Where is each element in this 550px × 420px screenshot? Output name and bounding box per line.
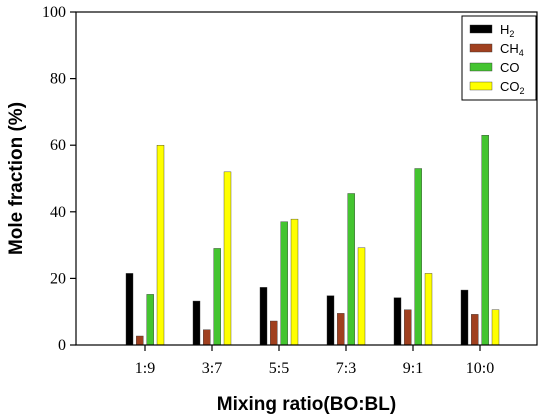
bar-co2-4 bbox=[424, 273, 433, 346]
legend: H2 CH4 CO CO2 bbox=[461, 15, 537, 101]
x-axis: 1:9 3:7 5:5 7:3 9:1 10:0 bbox=[135, 345, 494, 377]
bar-ch4-4 bbox=[404, 309, 412, 346]
x-tick-label: 1:9 bbox=[135, 360, 155, 377]
x-tick-label: 10:0 bbox=[466, 360, 494, 377]
x-tick-label: 5:5 bbox=[269, 360, 289, 377]
bar-co-0 bbox=[146, 294, 154, 346]
x-tick-label: 9:1 bbox=[403, 360, 423, 377]
y-tick-label: 40 bbox=[50, 204, 66, 221]
legend-label-co2: CO2 bbox=[500, 79, 525, 96]
y-axis: 0 20 40 60 80 100 bbox=[42, 4, 76, 354]
x-axis-title: Mixing ratio(BO:BL) bbox=[217, 394, 396, 415]
bar-h2-4 bbox=[393, 297, 402, 346]
legend-swatch-h2 bbox=[469, 24, 493, 34]
bar-co-5 bbox=[481, 135, 489, 346]
y-tick-label: 0 bbox=[58, 337, 66, 354]
bar-co-4 bbox=[414, 168, 422, 346]
y-tick-label: 20 bbox=[50, 270, 66, 287]
x-tick-label: 7:3 bbox=[336, 360, 356, 377]
bar-h2-2 bbox=[259, 287, 268, 346]
legend-swatch-co2 bbox=[469, 81, 493, 91]
bar-co2-3 bbox=[357, 247, 366, 346]
legend-label-h2: H2 bbox=[500, 22, 514, 39]
bar-h2-5 bbox=[460, 289, 469, 346]
bar-co-2 bbox=[280, 221, 288, 346]
y-tick-label: 100 bbox=[42, 4, 66, 21]
bar-h2-1 bbox=[192, 300, 201, 346]
bar-ch4-0 bbox=[136, 335, 144, 346]
legend-label-ch4: CH4 bbox=[500, 41, 524, 58]
legend-label-co: CO bbox=[500, 60, 520, 75]
bar-h2-0 bbox=[125, 273, 134, 346]
bar-ch4-1 bbox=[203, 329, 211, 346]
bar-co-3 bbox=[347, 193, 355, 346]
y-axis-title: Mole fraction (%) bbox=[6, 102, 27, 255]
legend-swatch-ch4 bbox=[469, 43, 493, 53]
legend-swatch-co bbox=[469, 62, 493, 72]
bar-co2-0 bbox=[156, 144, 165, 346]
bar-co2-5 bbox=[491, 309, 500, 346]
plot-frame bbox=[75, 11, 538, 346]
y-tick-label: 60 bbox=[50, 137, 66, 154]
bar-co-1 bbox=[213, 248, 221, 346]
bar-h2-3 bbox=[326, 295, 335, 346]
bar-ch4-2 bbox=[270, 320, 278, 346]
bar-ch4-3 bbox=[337, 313, 345, 346]
y-tick-label: 80 bbox=[50, 71, 66, 88]
bar-co2-1 bbox=[223, 171, 232, 346]
bar-ch4-5 bbox=[471, 314, 479, 346]
bar-co2-2 bbox=[290, 218, 299, 346]
bars-group bbox=[125, 135, 500, 346]
x-tick-label: 3:7 bbox=[202, 360, 222, 377]
